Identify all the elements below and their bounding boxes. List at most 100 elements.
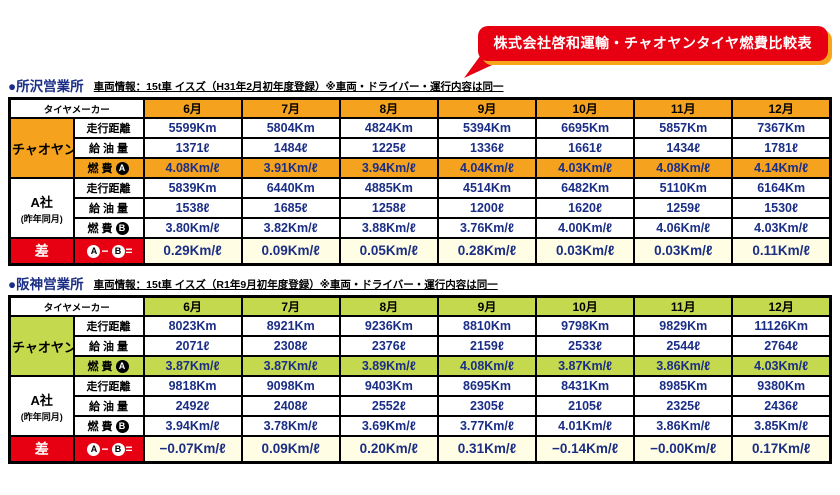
data-cell: 3.86Km/ℓ (633, 415, 734, 437)
table-row: A社 (昨年同月) 走行距離 5839Km 6440Km 4885Km 4514Km 6482… (8, 177, 832, 239)
data-cell: 3.85Km/ℓ (731, 415, 832, 437)
data-cell: 4885Km (338, 177, 439, 199)
circled-a-icon: A (87, 442, 101, 456)
month-header: 11月 (633, 97, 734, 119)
section-header: ●阪神営業所 車両情報：15t車 イスズ（R1年9月初年度登録）※車両・ドライバ… (8, 272, 832, 293)
month-header: 10月 (535, 97, 636, 119)
row-label: 給 油 量 (72, 395, 145, 417)
title-badge: 株式会社啓和運輸・チャオヤンタイヤ燃費比較表 (477, 26, 828, 61)
row-label-text: 燃 費 (87, 361, 113, 373)
minus-sign: − (101, 441, 109, 456)
data-cell: 2544ℓ (633, 335, 734, 357)
difference-row: 差 A − B = −0.07Km/ℓ 0.09Km/ℓ 0.20Km/ℓ 0.31Km/ℓ −0… (8, 435, 832, 463)
data-cell: 3.89Km/ℓ (338, 355, 439, 377)
diff-formula: A − B = (72, 237, 145, 265)
data-cell: 3.94Km/ℓ (142, 415, 243, 437)
section-header: ●所沢営業所 車両情報：15t車 イスズ（H31年2月初年度登録）※車両・ドライ… (8, 74, 832, 95)
data-cell: 9236Km (338, 315, 439, 337)
data-cell: 3.78Km/ℓ (240, 415, 341, 437)
circled-b-icon: B (111, 442, 125, 456)
row-label: 走行距離 (72, 315, 145, 337)
diff-cell: 0.17Km/ℓ (731, 435, 832, 463)
row-label-text: 給 油 量 (88, 401, 129, 413)
data-cell: 6440Km (240, 177, 341, 199)
diff-cell: 0.31Km/ℓ (436, 435, 538, 463)
diff-cell: 0.11Km/ℓ (731, 237, 832, 265)
table-row: 給 油 量 2071ℓ 2308ℓ 2376ℓ 2159ℓ 2533ℓ 2544ℓ 2764ℓ (10, 335, 832, 357)
table-row: 燃 費 B 3.94Km/ℓ 3.78Km/ℓ 3.69Km/ℓ 3.77Km/ℓ 4.01… (10, 415, 832, 437)
table-row: 給 油 量 1371ℓ 1484ℓ 1225ℓ 1336ℓ 1661ℓ 1434ℓ 1781ℓ (10, 137, 832, 159)
data-cell: 5110Km (633, 177, 734, 199)
table-row: チャオヤン 走行距離 8023Km 8921Km 9236Km 8810Km 9798Km 9… (8, 315, 832, 377)
month-header: 10月 (535, 295, 636, 317)
row-label-text: 走行距離 (86, 321, 131, 333)
equals-sign: = (125, 243, 133, 258)
minus-sign: − (101, 243, 109, 258)
data-cell: 2552ℓ (338, 395, 439, 417)
row-label: 走行距離 (72, 117, 145, 139)
maker-cell: チャオヤン (8, 117, 75, 179)
office-name: ●阪神営業所 (8, 277, 84, 292)
data-cell: 1434ℓ (633, 137, 734, 159)
diff-cell: −0.07Km/ℓ (142, 435, 243, 463)
diff-cell: 0.09Km/ℓ (240, 435, 341, 463)
month-header: 9月 (436, 295, 538, 317)
data-cell: 3.91Km/ℓ (240, 157, 341, 179)
data-cell: 3.94Km/ℓ (338, 157, 439, 179)
circled-a-icon: A (115, 360, 129, 373)
row-label-text: 給 油 量 (88, 143, 129, 155)
tire-maker-header: タイヤメーカー (8, 97, 145, 119)
data-cell: 8695Km (436, 375, 538, 397)
data-cell: 4.00Km/ℓ (535, 217, 636, 239)
data-cell: 4.03Km/ℓ (731, 355, 832, 377)
maker-name: A社 (30, 392, 53, 408)
diff-formula: A − B = (72, 435, 145, 463)
row-label: 走行距離 (72, 375, 145, 397)
data-cell: 1371ℓ (142, 137, 243, 159)
data-cell: 6164Km (731, 177, 832, 199)
row-label: 給 油 量 (72, 197, 145, 219)
table-row: 給 油 量 2492ℓ 2408ℓ 2552ℓ 2305ℓ 2105ℓ 2325ℓ 2436ℓ (10, 395, 832, 417)
data-cell: 2159ℓ (436, 335, 538, 357)
month-header: 12月 (731, 97, 832, 119)
month-header: 8月 (338, 295, 439, 317)
row-label: 給 油 量 (72, 137, 145, 159)
data-cell: 1538ℓ (142, 197, 243, 219)
row-label-text: 燃 費 (87, 163, 113, 175)
table-row: 燃 費 A 4.08Km/ℓ 3.91Km/ℓ 3.94Km/ℓ 4.04Km/ℓ 4.03… (10, 157, 832, 179)
diff-label: 差 (8, 435, 75, 463)
month-header: 6月 (142, 97, 243, 119)
data-cell: 5857Km (633, 117, 734, 139)
data-cell: 2492ℓ (142, 395, 243, 417)
data-cell: 6695Km (535, 117, 636, 139)
data-cell: 4.08Km/ℓ (633, 157, 734, 179)
data-cell: 3.86Km/ℓ (633, 355, 734, 377)
data-cell: 1685ℓ (240, 197, 341, 219)
vehicle-info: 車両情報：15t車 イスズ（R1年9月初年度登録）※車両・ドライバー・運行内容は… (93, 279, 498, 291)
table-row: 燃 費 A 3.87Km/ℓ 3.87Km/ℓ 3.89Km/ℓ 4.08Km/ℓ 3.87… (10, 355, 832, 377)
data-cell: 3.87Km/ℓ (535, 355, 636, 377)
data-cell: 3.76Km/ℓ (436, 217, 538, 239)
circled-b-icon: B (115, 420, 129, 433)
diff-cell: 0.09Km/ℓ (240, 237, 341, 265)
maker-name: チャオヤン (12, 339, 74, 355)
data-cell: 5804Km (240, 117, 341, 139)
data-cell: 3.82Km/ℓ (240, 217, 341, 239)
data-cell: 4824Km (338, 117, 439, 139)
equals-sign: = (125, 441, 133, 456)
data-cell: 4.06Km/ℓ (633, 217, 734, 239)
month-header: 9月 (436, 97, 538, 119)
circled-b-icon: B (111, 244, 125, 258)
maker-cell: A社 (昨年同月) (8, 177, 75, 239)
diff-cell: 0.05Km/ℓ (338, 237, 439, 265)
data-cell: 9403Km (338, 375, 439, 397)
row-label: 走行距離 (72, 177, 145, 199)
data-cell: 1258ℓ (338, 197, 439, 219)
data-cell: 9818Km (142, 375, 243, 397)
data-cell: 8921Km (240, 315, 341, 337)
data-cell: 1781ℓ (731, 137, 832, 159)
data-cell: 5599Km (142, 117, 243, 139)
row-label: 給 油 量 (72, 335, 145, 357)
